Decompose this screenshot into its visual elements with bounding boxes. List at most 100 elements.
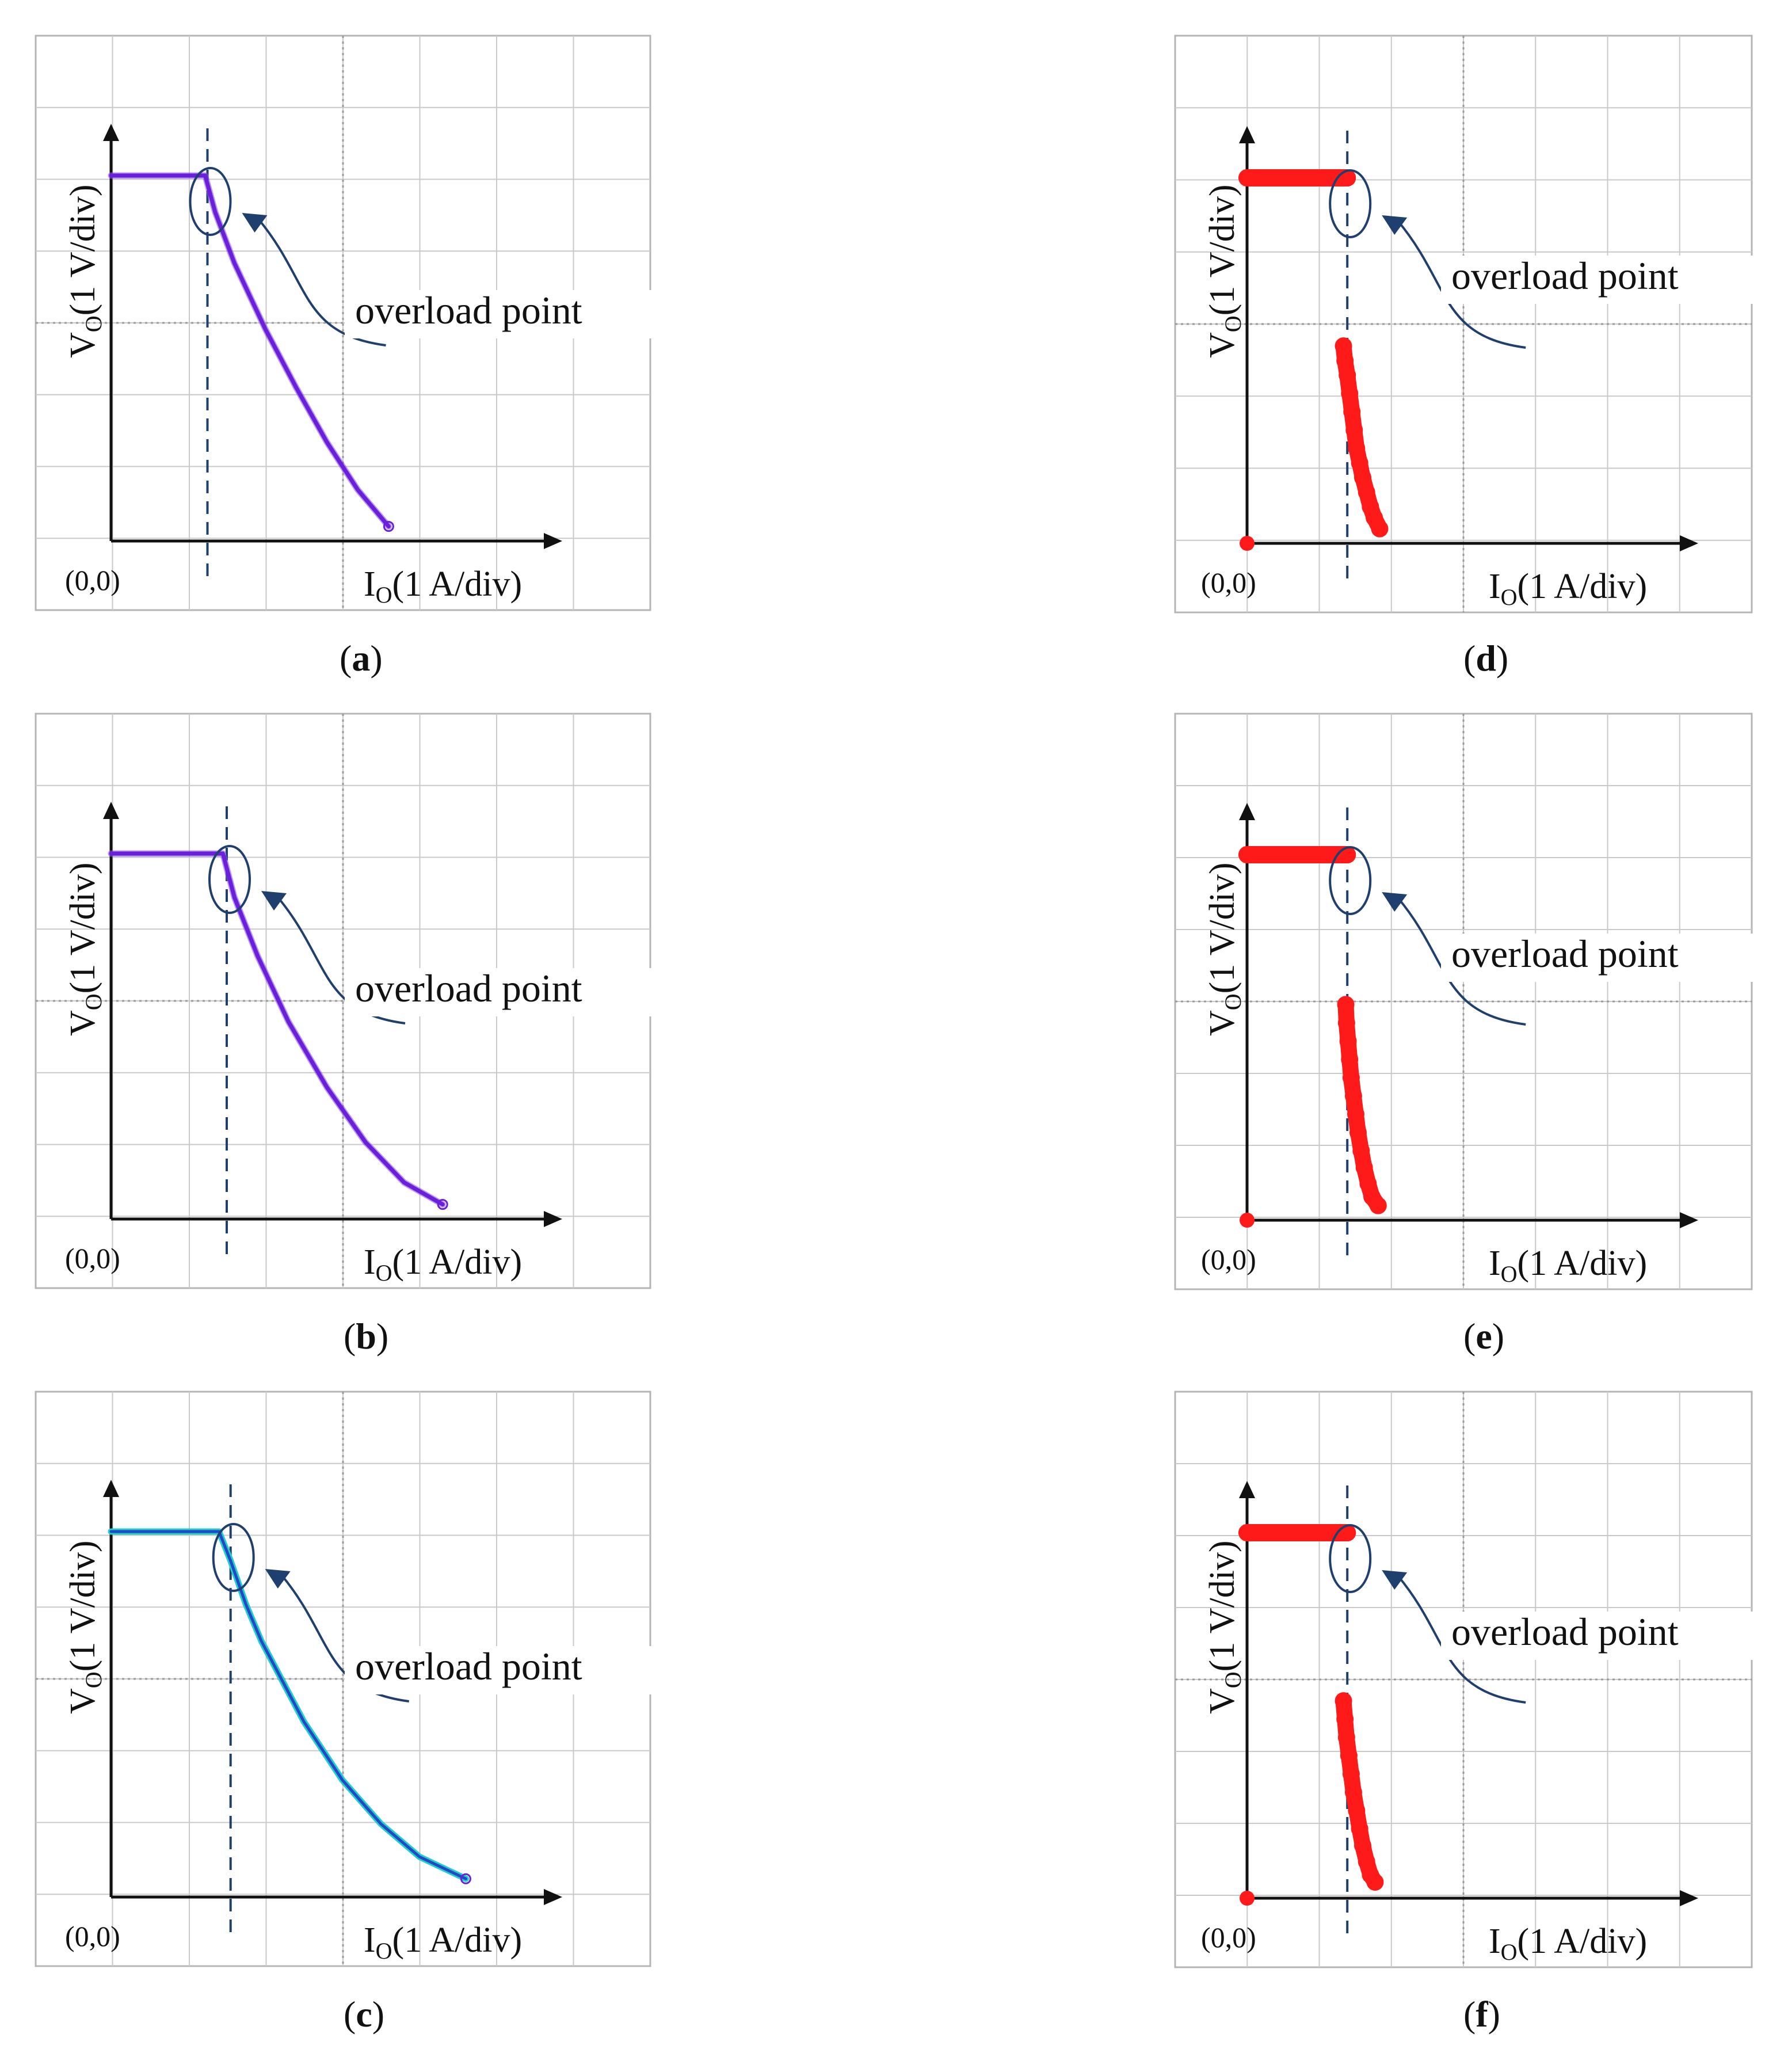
overload-arrow-head <box>1382 215 1408 235</box>
series-end-point <box>437 1199 448 1210</box>
overload-marker <box>1329 846 1372 915</box>
caption-letter: c <box>356 1994 372 2035</box>
caption-close: ) <box>1488 1994 1500 2035</box>
annotation-label: overload point <box>1451 932 1679 976</box>
overload-arrow-head <box>1382 892 1408 912</box>
x-axis-label-main: I <box>1489 567 1501 606</box>
data-point <box>1240 1891 1255 1906</box>
x-axis-label-main: I <box>1489 1244 1501 1283</box>
caption-open: ( <box>344 1994 356 2035</box>
y-axis-arrow <box>1239 1481 1255 1498</box>
x-axis-label-main: I <box>364 1921 376 1960</box>
x-axis-arrow <box>544 533 562 549</box>
y-axis-label-main: V <box>63 1688 102 1714</box>
series-trace <box>109 173 391 529</box>
y-axis-label-main: V <box>1203 1010 1242 1036</box>
series-trace <box>109 1530 467 1880</box>
annotation-label: overload point <box>355 1644 582 1688</box>
y-axis-label-unit: (1 V/div) <box>63 862 102 993</box>
overload-marker <box>1329 169 1372 238</box>
chart-panel-c: overload point VO(1 V/div) IO(1 A/div) (0,0… <box>35 1391 667 2035</box>
overload-arrow-head <box>1382 1570 1408 1590</box>
x-axis-label-main: I <box>364 1243 376 1282</box>
caption-close: ) <box>1492 1316 1504 1357</box>
y-axis-label: VO(1 V/div) <box>63 862 106 1036</box>
series-branch-band <box>1335 338 1388 537</box>
x-axis-arrow <box>1680 1212 1698 1228</box>
panel-caption: (f) <box>1463 1994 1500 2035</box>
series-end-point <box>460 1873 471 1884</box>
y-axis-label-sub: O <box>1220 1671 1246 1688</box>
y-axis-label: VO(1 V/div) <box>63 1540 106 1714</box>
x-axis-label-unit: (1 A/div) <box>1518 1922 1648 1961</box>
origin-label: (0,0) <box>65 564 120 596</box>
caption-close: ) <box>1496 638 1508 679</box>
annotation-background <box>345 1646 667 1694</box>
caption-open: ( <box>1463 1994 1476 2035</box>
y-axis-label: VO(1 V/div) <box>1203 1540 1246 1714</box>
overload-arrow-head <box>265 1569 291 1589</box>
annotation-background <box>1441 934 1763 982</box>
origin-label: (0,0) <box>1201 1243 1256 1275</box>
caption-letter: f <box>1476 1994 1488 2035</box>
caption-close: ) <box>376 1316 388 1357</box>
x-axis-arrow <box>1680 535 1698 551</box>
panel-caption: (d) <box>1463 638 1508 679</box>
x-axis-label-unit: (1 A/div) <box>392 1243 523 1282</box>
x-axis-label: IO(1 A/div) <box>1489 567 1647 610</box>
x-axis-arrow <box>1680 1890 1698 1906</box>
y-axis-label-main: V <box>63 332 102 358</box>
overload-arrow-line <box>257 218 386 346</box>
series-end-point <box>383 521 394 532</box>
caption-close: ) <box>372 1994 384 2035</box>
grid <box>1175 714 1752 1289</box>
caption-open: ( <box>1463 638 1476 679</box>
overload-marker <box>208 845 251 914</box>
x-axis-label-sub: O <box>1501 1939 1518 1965</box>
y-axis-arrow <box>103 802 119 819</box>
series-branch-band <box>1335 1693 1383 1891</box>
annotation-label: overload point <box>1451 1610 1679 1654</box>
y-axis-label-unit: (1 V/div) <box>63 1540 102 1671</box>
y-axis-arrow <box>103 124 119 141</box>
origin-label: (0,0) <box>1201 566 1256 599</box>
x-axis-label: IO(1 A/div) <box>1489 1244 1647 1287</box>
caption-letter: e <box>1476 1316 1492 1357</box>
x-axis-label-main: I <box>1489 1922 1501 1961</box>
x-axis-label-sub: O <box>376 582 392 608</box>
x-axis-arrow <box>544 1889 562 1905</box>
panel-caption: (a) <box>340 638 383 679</box>
origin-label: (0,0) <box>1201 1921 1256 1953</box>
annotation-label: overload point <box>355 288 582 332</box>
y-axis-label: VO(1 V/div) <box>1203 184 1246 358</box>
overload-marker <box>189 167 232 236</box>
x-axis-label-sub: O <box>1501 584 1518 610</box>
overload-arrow-head <box>242 213 268 233</box>
annotation-background <box>345 968 667 1016</box>
annotation-background <box>345 290 667 338</box>
data-point <box>1240 1213 1255 1228</box>
caption-open: ( <box>340 638 352 679</box>
y-axis-label-unit: (1 V/div) <box>1203 184 1242 315</box>
caption-open: ( <box>1463 1316 1476 1357</box>
x-axis-label-sub: O <box>376 1938 392 1964</box>
y-axis-label-sub: O <box>1220 993 1246 1010</box>
y-axis-label-main: V <box>63 1010 102 1036</box>
caption-close: ) <box>370 638 382 679</box>
x-axis-label-unit: (1 A/div) <box>392 1921 523 1960</box>
panel-caption: (b) <box>344 1316 388 1357</box>
series-branch-band <box>1337 996 1386 1214</box>
y-axis-label-main: V <box>1203 332 1242 358</box>
overload-arrow-line <box>280 1574 409 1702</box>
data-point <box>1240 536 1255 551</box>
origin-label: (0,0) <box>65 1920 120 1952</box>
annotation-label: overload point <box>355 966 582 1010</box>
caption-open: ( <box>344 1316 356 1357</box>
overload-marker <box>212 1523 255 1592</box>
x-axis-label: IO(1 A/div) <box>1489 1922 1647 1965</box>
